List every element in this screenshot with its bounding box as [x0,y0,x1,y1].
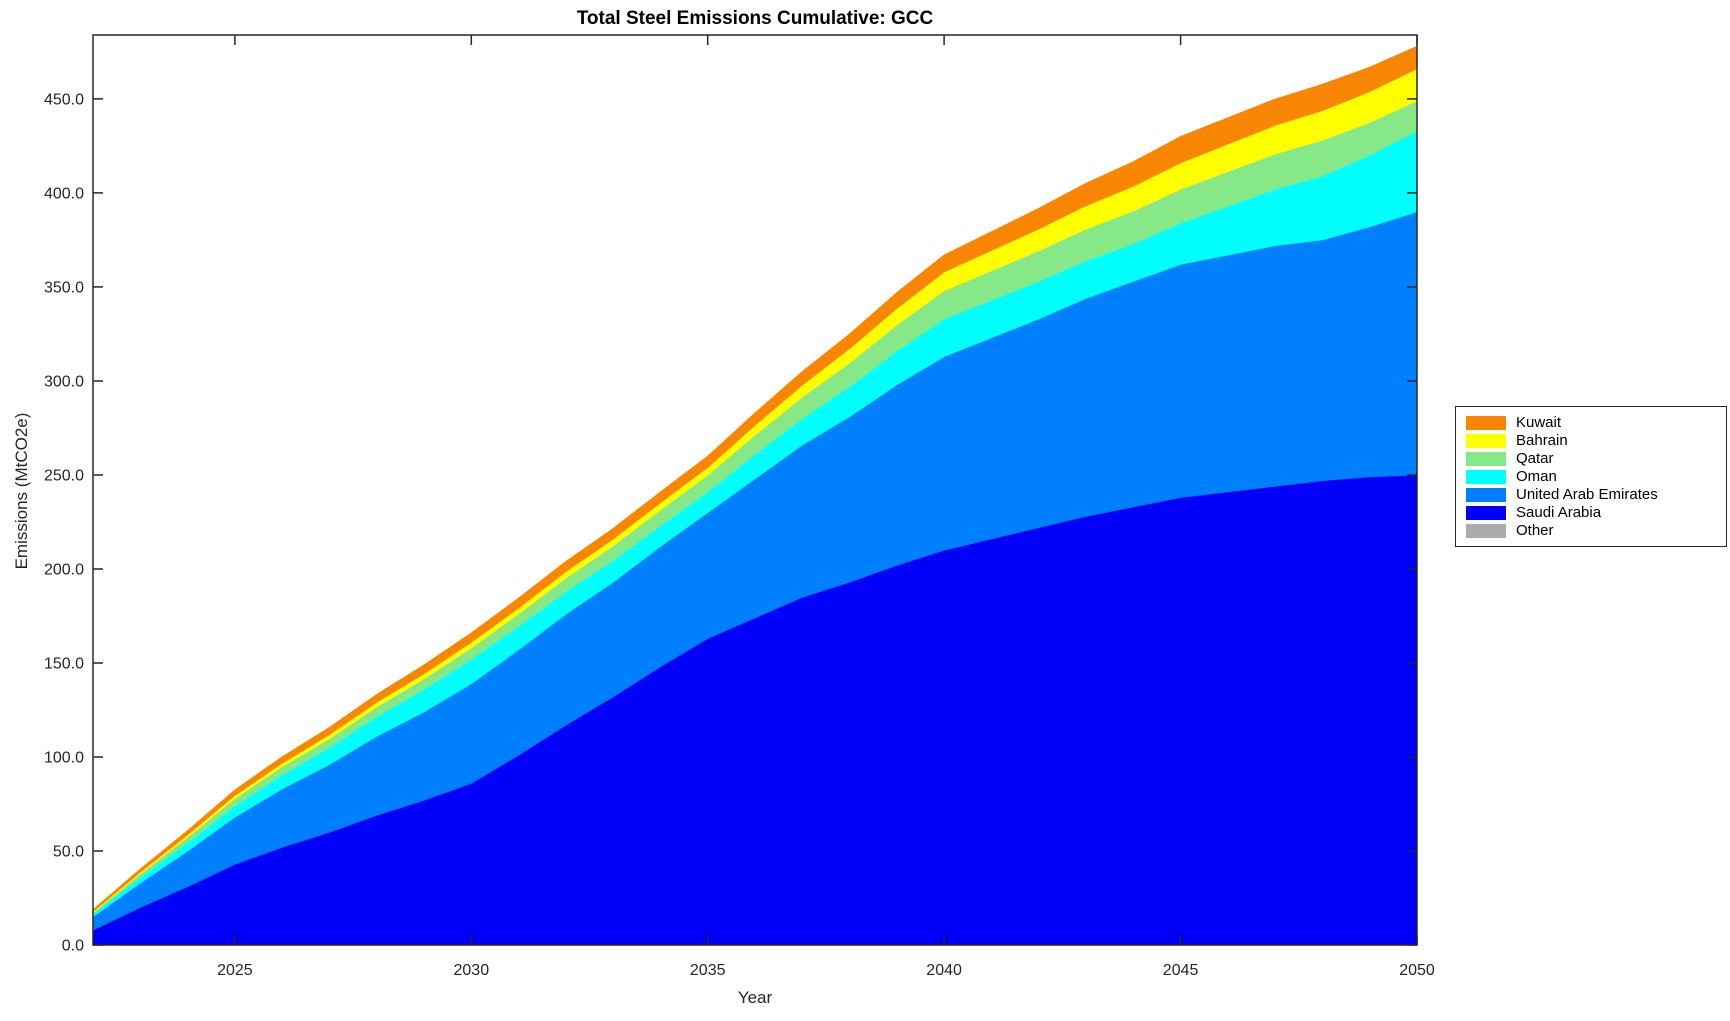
legend-swatch-kuwait [1466,415,1506,430]
legend-label-united-arab-emirates: United Arab Emirates [1516,486,1658,503]
legend-item-other: Other [1466,522,1716,539]
legend-swatch-united-arab-emirates [1466,487,1506,502]
y-tick-label: 400.0 [44,186,84,203]
legend-item-oman: Oman [1466,468,1716,485]
y-tick-label: 0.0 [62,938,84,955]
legend-swatch-qatar [1466,451,1506,466]
legend-item-qatar: Qatar [1466,450,1716,467]
x-tick-label: 2040 [926,962,962,979]
legend-swatch-saudi-arabia [1466,505,1506,520]
x-tick-label: 2050 [1399,962,1435,979]
y-tick-label: 350.0 [44,280,84,297]
legend-label-oman: Oman [1516,468,1557,485]
y-tick-label: 450.0 [44,92,84,109]
y-tick-label: 50.0 [53,844,84,861]
chart-title: Total Steel Emissions Cumulative: GCC [576,8,934,29]
x-tick-label: 2045 [1163,962,1199,979]
y-tick-label: 250.0 [44,468,84,485]
legend-item-kuwait: Kuwait [1466,414,1716,431]
legend-item-united-arab-emirates: United Arab Emirates [1466,486,1716,503]
y-tick-label: 200.0 [44,562,84,579]
x-tick-label: 2025 [217,962,253,979]
legend-label-saudi-arabia: Saudi Arabia [1516,504,1602,521]
legend-swatch-bahrain [1466,433,1506,448]
legend: Kuwait Bahrain Qatar Oman United Arab Emirat… [1455,406,1727,547]
x-tick-label: 2030 [454,962,490,979]
legend-label-other: Other [1516,522,1554,539]
legend-swatch-oman [1466,469,1506,484]
legend-label-bahrain: Bahrain [1516,432,1568,449]
legend-label-kuwait: Kuwait [1516,414,1562,431]
legend-swatch-other [1466,523,1506,538]
legend-item-saudi-arabia: Saudi Arabia [1466,504,1716,521]
x-tick-label: 2035 [690,962,726,979]
y-tick-label: 300.0 [44,374,84,391]
legend-item-bahrain: Bahrain [1466,432,1716,449]
legend-label-qatar: Qatar [1516,450,1554,467]
x-axis-label: Year [737,988,773,1007]
y-axis-label: Emissions (MtCO2e) [12,412,31,570]
axes-box [92,34,1418,946]
y-tick-label: 100.0 [44,750,84,767]
y-tick-label: 150.0 [44,656,84,673]
